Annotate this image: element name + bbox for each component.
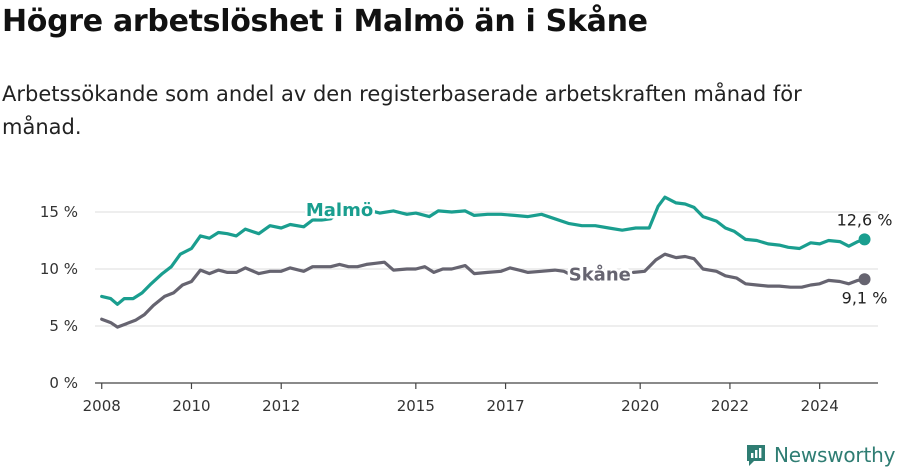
series-line-malmo	[100, 195, 867, 306]
series-lines	[100, 195, 867, 329]
y-tick-label: 5 %	[49, 317, 78, 335]
x-tick-label: 2012	[262, 397, 300, 415]
end-point-skane	[858, 273, 871, 286]
series-label-malmo: Malmö	[306, 200, 373, 221]
series-label-skane: Skåne	[569, 264, 631, 286]
series-line-skane	[100, 260, 575, 329]
y-tick-label: 15 %	[40, 203, 78, 221]
axes: 0 % 5 % 10 % 15 % 2008 2010 2012 2015 2017 2020 20…	[40, 203, 878, 415]
x-tick-label: 2008	[83, 397, 121, 415]
end-point-malmo	[858, 233, 871, 246]
y-tick-label: 10 %	[40, 260, 78, 278]
end-value-label-skane: 9,1 %	[842, 288, 888, 307]
series-line-skane	[631, 252, 867, 289]
x-tick-label: 2010	[172, 397, 210, 415]
x-tick-label: 2022	[711, 397, 749, 415]
y-tick-label: 0 %	[49, 374, 78, 392]
x-tick-label: 2020	[621, 397, 659, 415]
x-tick-label: 2024	[801, 397, 839, 415]
labels: Malmö Skåne 12,6 % 9,1 %	[303, 198, 893, 308]
newsworthy-logo-icon	[747, 445, 765, 466]
end-value-label-malmo: 12,6 %	[837, 210, 893, 229]
chart-title: Högre arbetslöshet i Malmö än i Skåne	[2, 4, 648, 39]
chart-subtitle: Arbetssökande som andel av den registerb…	[2, 82, 802, 139]
x-tick-label: 2015	[397, 397, 435, 415]
grid-lines	[95, 211, 878, 327]
brand-name: Newsworthy	[774, 443, 896, 467]
x-tick-label: 2017	[486, 397, 524, 415]
newsworthy-logo: Newsworthy	[745, 443, 895, 467]
